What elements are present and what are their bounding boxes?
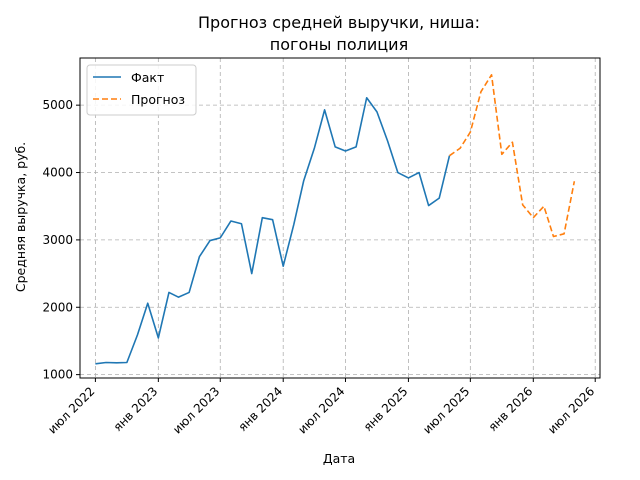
y-axis-label: Средняя выручка, руб. — [13, 142, 28, 292]
legend-label-fact: Факт — [131, 70, 164, 85]
series-lines — [95, 74, 576, 365]
x-axis-label: Дата — [323, 451, 355, 466]
chart-title-line-2: погоны полиция — [270, 35, 408, 54]
legend-label-forecast: Прогноз — [131, 92, 185, 107]
x-tick-label: янв 2025 — [361, 384, 411, 434]
y-tick-label: 4000 — [42, 166, 73, 180]
series-line-fact — [95, 96, 451, 365]
y-tick-label: 5000 — [42, 98, 73, 112]
plot-frame — [79, 57, 601, 379]
x-tick-label: июл 2026 — [545, 384, 597, 436]
x-tick-label: июл 2025 — [420, 384, 472, 436]
grid — [80, 58, 600, 378]
x-tick-label: июл 2022 — [45, 384, 97, 436]
x-tick-label: июл 2023 — [170, 384, 222, 436]
x-tick-label: янв 2026 — [486, 384, 536, 434]
chart-title-line-1: Прогноз средней выручки, ниша: — [198, 13, 480, 32]
y-tick-label: 1000 — [42, 368, 73, 382]
series-line-forecast — [449, 74, 576, 238]
x-axis-ticks: июл 2022 янв 2023 июл 2023 янв 2024 июл 2024… — [45, 378, 597, 437]
x-tick-label: янв 2024 — [235, 384, 285, 434]
legend: Факт Прогноз — [86, 64, 197, 116]
x-tick-label: янв 2023 — [111, 384, 161, 434]
x-tick-label: июл 2024 — [295, 384, 347, 436]
y-tick-label: 2000 — [42, 300, 73, 314]
y-tick-label: 3000 — [42, 233, 73, 247]
y-axis-ticks: 1000 2000 3000 4000 5000 — [42, 98, 80, 382]
